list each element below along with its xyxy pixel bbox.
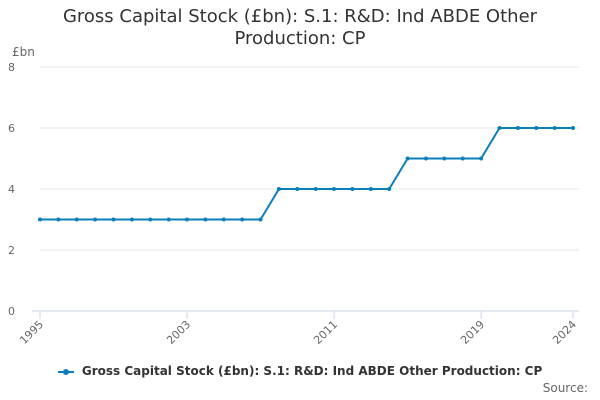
data-point <box>74 217 79 222</box>
data-point <box>515 126 520 130</box>
series-line <box>40 127 573 221</box>
chart-title-line-2: Production: CP <box>234 28 366 49</box>
chart-title: Gross Capital Stock (£bn): S.1: R&D: Ind… <box>0 6 600 50</box>
source-label: Source: <box>542 381 588 395</box>
data-point <box>295 187 300 191</box>
data-point <box>387 187 392 191</box>
x-tick-label: 2003 <box>164 318 193 347</box>
data-point <box>405 156 410 161</box>
legend-series-marker <box>57 367 74 377</box>
data-point <box>368 187 373 191</box>
data-point <box>313 187 318 191</box>
data-point <box>479 156 484 161</box>
data-point <box>240 217 245 222</box>
data-point <box>258 217 263 222</box>
data-point <box>442 156 447 161</box>
y-tick-label: 8 <box>8 61 15 74</box>
data-point <box>148 217 153 222</box>
data-point <box>221 217 226 222</box>
data-point <box>460 156 465 161</box>
y-tick-label: 2 <box>8 244 15 257</box>
data-point <box>56 217 61 222</box>
y-tick-label: 0 <box>8 305 15 318</box>
data-point <box>185 217 190 222</box>
y-tick-label: 6 <box>8 122 15 135</box>
x-tick-label: 2024 <box>550 318 579 347</box>
x-tick-label: 2011 <box>311 318 340 347</box>
x-tick-label: 2019 <box>458 318 487 347</box>
data-point <box>534 126 539 130</box>
data-point <box>203 217 208 222</box>
data-point <box>276 187 281 191</box>
data-point <box>552 126 557 130</box>
data-point <box>38 217 42 222</box>
chart-title-line-1: Gross Capital Stock (£bn): S.1: R&D: Ind… <box>62 6 538 27</box>
data-point <box>93 217 98 222</box>
chart-legend[interactable]: Gross Capital Stock (£bn): S.1: R&D: Ind… <box>0 364 600 378</box>
data-point <box>129 217 134 222</box>
data-point <box>423 156 428 161</box>
legend-series-label: Gross Capital Stock (£bn): S.1: R&D: Ind… <box>81 364 543 378</box>
data-point <box>497 126 502 130</box>
data-point <box>350 187 355 191</box>
data-point <box>111 217 116 222</box>
data-point <box>332 187 337 191</box>
data-point <box>166 217 171 222</box>
y-axis-label: £bn <box>12 45 35 59</box>
y-tick-label: 4 <box>8 183 15 196</box>
data-point <box>571 126 575 130</box>
x-tick-label: 1995 <box>17 318 46 347</box>
